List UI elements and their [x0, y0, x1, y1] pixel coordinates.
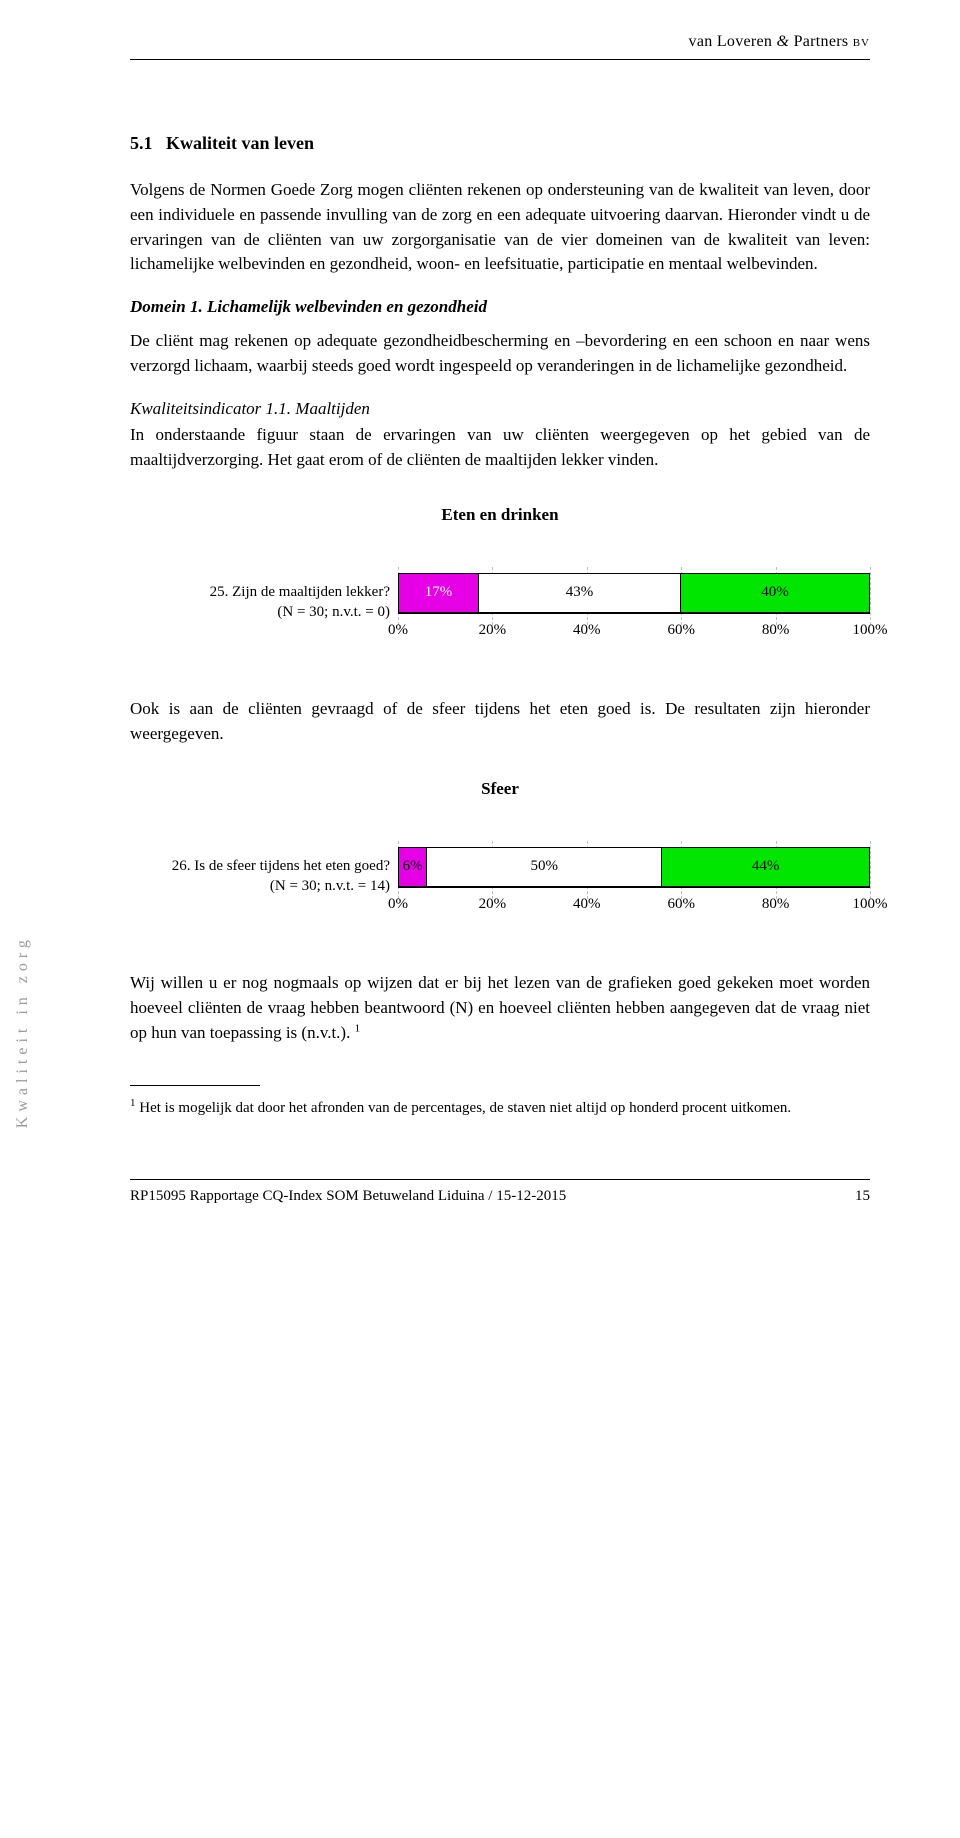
chart-tick-label: 60%: [667, 894, 695, 916]
footer-page-number: 15: [855, 1186, 870, 1208]
chart-eten-en-drinken: Eten en drinken 25. Zijn de maaltijden l…: [130, 503, 870, 638]
domain-body: De cliënt mag rekenen op adequate gezond…: [130, 329, 870, 378]
chart-bar-segment: 44%: [662, 848, 869, 886]
chart-plot: 6%50%44% 0%20%40%60%80%100%: [398, 841, 870, 911]
chart-title: Eten en drinken: [130, 503, 870, 528]
indicator-heading: Kwaliteitsindicator 1.1. Maaltijden: [130, 397, 870, 422]
footer-left: RP15095 Rapportage CQ-Index SOM Betuwela…: [130, 1186, 566, 1208]
chart-tick-label: 80%: [762, 620, 790, 642]
chart-tick-label: 0%: [388, 894, 408, 916]
chart-tick-label: 20%: [479, 894, 507, 916]
footnote: 1 Het is mogelijk dat door het afronden …: [130, 1096, 870, 1119]
chart-ylabel: 26. Is de sfeer tijdens het eten goed? (…: [130, 856, 398, 897]
chart-sfeer: Sfeer 26. Is de sfeer tijdens het eten g…: [130, 777, 870, 912]
chart-title: Sfeer: [130, 777, 870, 802]
closing-paragraph: Wij willen u er nog nogmaals op wijzen d…: [130, 971, 870, 1045]
chart-bar-segment: 6%: [399, 848, 427, 886]
chart-gridline: [870, 567, 871, 625]
indicator-body: In onderstaande figuur staan de ervaring…: [130, 423, 870, 472]
chart-tick-label: 60%: [667, 620, 695, 642]
chart-bar-segment: 50%: [427, 848, 662, 886]
between-paragraph: Ook is aan de cliënten gevraagd of de sf…: [130, 697, 870, 746]
footnote-rule: [130, 1085, 260, 1086]
chart-tick-label: 100%: [853, 894, 888, 916]
chart-tick-label: 0%: [388, 620, 408, 642]
chart-tick-label: 80%: [762, 894, 790, 916]
chart-bar-segment: 17%: [399, 574, 479, 612]
chart-tick-label: 20%: [479, 620, 507, 642]
section-number: 5.1: [130, 133, 153, 153]
section-title: Kwaliteit van leven: [166, 133, 314, 153]
chart-tick-label: 40%: [573, 620, 601, 642]
chart-tick-label: 40%: [573, 894, 601, 916]
chart-bar-segment: 43%: [479, 574, 681, 612]
page-header: van Loveren & Partners bv: [130, 30, 870, 60]
intro-paragraph: Volgens de Normen Goede Zorg mogen cliën…: [130, 178, 870, 277]
chart-gridline: [870, 841, 871, 899]
chart-bar-segment: 40%: [681, 574, 869, 612]
chart-ylabel: 25. Zijn de maaltijden lekker? (N = 30; …: [130, 582, 398, 623]
section-heading: 5.1 Kwaliteit van leven: [130, 130, 870, 156]
page-footer: RP15095 Rapportage CQ-Index SOM Betuwela…: [130, 1179, 870, 1208]
chart-tick-label: 100%: [853, 620, 888, 642]
side-label: Kwaliteit in zorg: [11, 935, 34, 1128]
domain-heading: Domein 1. Lichamelijk welbevinden en gez…: [130, 295, 870, 320]
chart-plot: 17%43%40% 0%20%40%60%80%100%: [398, 567, 870, 637]
